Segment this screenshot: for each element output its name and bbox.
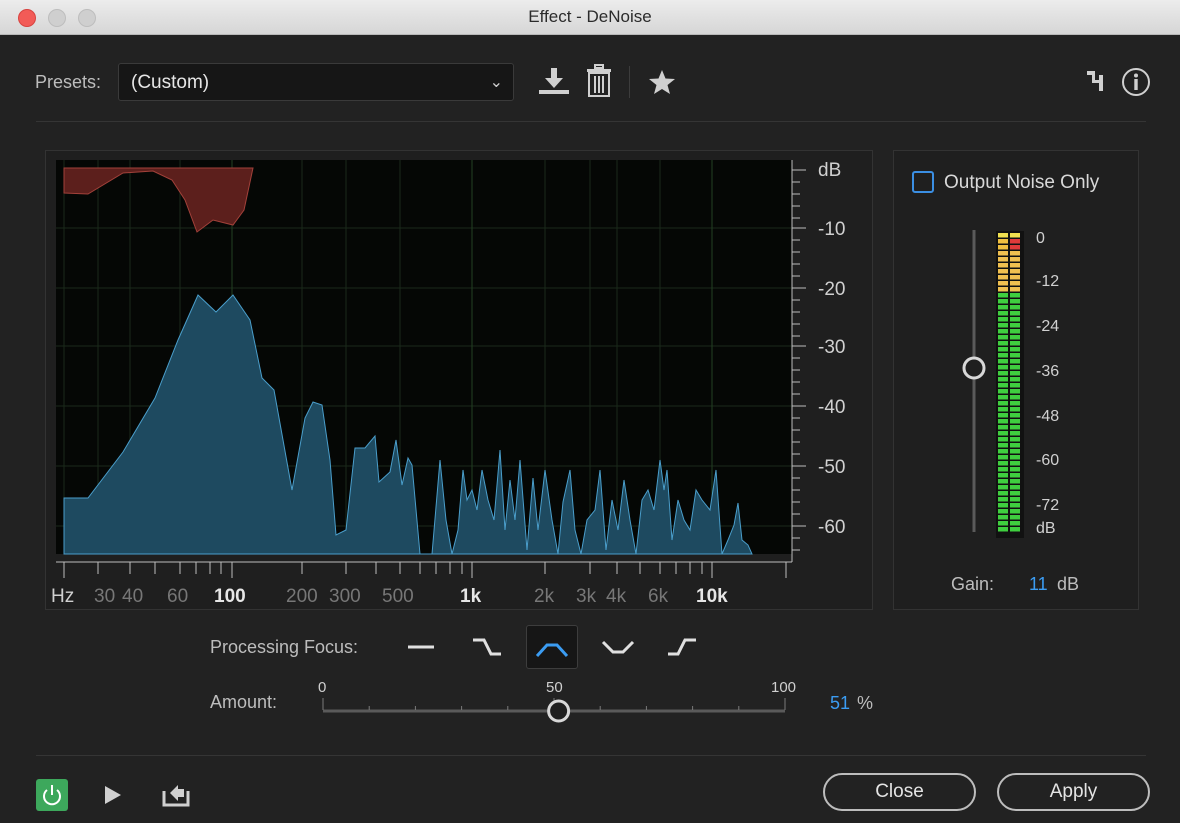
spectrum-graph-panel	[45, 150, 873, 610]
amount-label: Amount:	[210, 692, 278, 712]
title-bar: Effect - DeNoise	[0, 0, 1180, 35]
focus-mid-notch-button[interactable]	[592, 625, 644, 669]
amount-max-label: 100	[771, 679, 796, 696]
chevron-down-icon: ⌄	[489, 74, 503, 91]
power-icon	[43, 785, 61, 806]
output-panel	[893, 150, 1139, 610]
gain-value[interactable]: 11	[1029, 574, 1048, 594]
footer-divider	[36, 755, 1146, 756]
apply-button[interactable]: Apply	[997, 773, 1150, 811]
minimize-window-button[interactable]	[48, 9, 66, 27]
mid-peak-icon	[535, 643, 569, 658]
export-icon[interactable]	[162, 781, 190, 807]
amount-value[interactable]: 51	[830, 693, 851, 713]
trash-icon[interactable]	[586, 64, 612, 98]
close-button[interactable]: Close	[823, 773, 976, 811]
preset-dropdown[interactable]: (Custom) ⌄	[118, 63, 514, 101]
focus-mid-peak-button[interactable]	[526, 625, 578, 669]
presets-label: Presets:	[35, 72, 102, 92]
low-shelf-icon	[473, 638, 501, 656]
preset-dropdown-value: (Custom)	[131, 72, 210, 93]
focus-high-shelf-button[interactable]	[656, 625, 708, 669]
download-preset-icon[interactable]	[537, 66, 571, 96]
gain-label: Gain:	[951, 574, 995, 594]
toolbar-separator	[629, 66, 630, 98]
toolbar-divider	[36, 121, 1146, 122]
power-toggle-button[interactable]	[36, 779, 68, 811]
zoom-window-button[interactable]	[78, 9, 96, 27]
gain-unit: dB	[1057, 574, 1080, 594]
amount-slider-handle	[547, 699, 571, 723]
info-icon[interactable]	[1121, 67, 1151, 97]
output-noise-only-label: Output Noise Only	[944, 172, 1100, 193]
routing-icon[interactable]	[1087, 71, 1107, 93]
processing-focus-label: Processing Focus:	[210, 637, 359, 657]
star-icon[interactable]	[648, 69, 676, 95]
amount-mid-label: 50	[546, 679, 563, 696]
high-shelf-icon	[668, 638, 696, 656]
output-noise-only-checkbox[interactable]	[912, 171, 934, 193]
focus-broadband-button[interactable]	[395, 625, 447, 669]
play-icon[interactable]	[104, 785, 122, 805]
amount-unit: %	[857, 693, 874, 713]
close-window-button[interactable]	[18, 9, 36, 27]
mid-notch-icon	[601, 640, 635, 654]
window-title: Effect - DeNoise	[528, 7, 652, 26]
amount-min-label: 0	[318, 679, 326, 696]
focus-low-shelf-button[interactable]	[461, 625, 513, 669]
